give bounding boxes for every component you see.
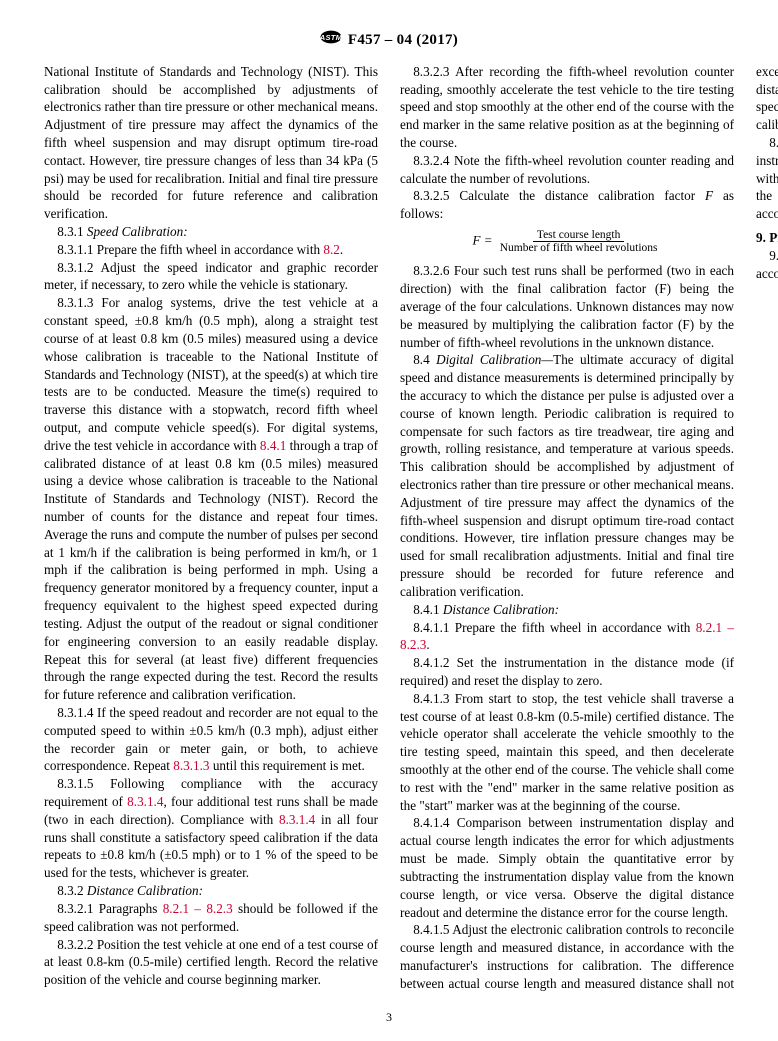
ref-8-2[interactable]: 8.2 [323,242,339,257]
para-8-3-1-2: 8.3.1.2 Adjust the speed indicator and g… [44,259,378,295]
para-8-4-1-1: 8.4.1.1 Prepare the fifth wheel in accor… [400,619,734,655]
svg-text:ASTM: ASTM [320,33,342,42]
formula-den: Number of fifth wheel revolutions [496,242,662,254]
ref-8-3-1-3a[interactable]: 8.3.1.3 [173,758,209,773]
ref-8-3-1-4b[interactable]: 8.3.1.4 [279,812,315,827]
para-8-3-2-6: 8.3.2.6 Four such test runs shall be per… [400,262,734,351]
para-9-1: 9.1 This precision and bias section has … [756,247,778,283]
para-8-3-1-4: 8.3.1.4 If the speed readout and recorde… [44,704,378,775]
formula-lhs: F [473,233,481,248]
para-8-3-2-4: 8.3.2.4 Note the fifth-wheel revolution … [400,152,734,188]
para-8-3-2-1: 8.3.2.1 Paragraphs 8.2.1 – 8.2.3 should … [44,900,378,936]
formula-num: Test course length [533,229,625,242]
ref-8-2-1-8-2-3a[interactable]: 8.2.1 – 8.2.3 [163,901,233,916]
ref-8-3-1-4a[interactable]: 8.3.1.4 [127,794,163,809]
para-8-3-2-2: 8.3.2.2 Position the test vehicle at one… [44,936,378,989]
para-8-4-1-4: 8.4.1.4 Comparison between instrumentati… [400,814,734,921]
formula-F: F = Test course lengthNumber of fifth wh… [400,229,734,254]
para-8-3-1-1: 8.3.1.1 Prepare the fifth wheel in accor… [44,241,378,259]
astm-logo: ASTM [320,30,342,50]
para-8-3-2-5: 8.3.2.5 Calculate the distance calibrati… [400,187,734,223]
para-8-3-1-5: 8.3.1.5 Following compliance with the ac… [44,775,378,882]
para-8-3-1-3: 8.3.1.3 For analog systems, drive the te… [44,294,378,704]
h-8-4-1: 8.4.1 Distance Calibration: [400,601,734,619]
doc-header: ASTM F457 – 04 (2017) [44,30,734,51]
para-intro: National Institute of Standards and Tech… [44,63,378,223]
para-8-4-2: 8.4.2 Speed Calibration—Check the speed … [756,134,778,223]
h-8-3-1: 8.3.1 Speed Calibration: [44,223,378,241]
para-8-4-1-2: 8.4.1.2 Set the instrumentation in the d… [400,654,734,690]
page-number: 3 [0,1009,778,1025]
h-9: 9. Precision and Bias [756,229,778,247]
ref-8-4-1[interactable]: 8.4.1 [260,438,286,453]
page: ASTM F457 – 04 (2017) National Institute… [0,0,778,1041]
designation: F457 – 04 (2017) [348,32,458,48]
body-columns: National Institute of Standards and Tech… [44,63,734,1003]
h-8-3-2: 8.3.2 Distance Calibration: [44,882,378,900]
para-8-4-1-3: 8.4.1.3 From start to stop, the test veh… [400,690,734,815]
para-8-4: 8.4 Digital Calibration—The ultimate acc… [400,351,734,600]
para-8-3-2-3: 8.3.2.3 After recording the fifth-wheel … [400,63,734,152]
